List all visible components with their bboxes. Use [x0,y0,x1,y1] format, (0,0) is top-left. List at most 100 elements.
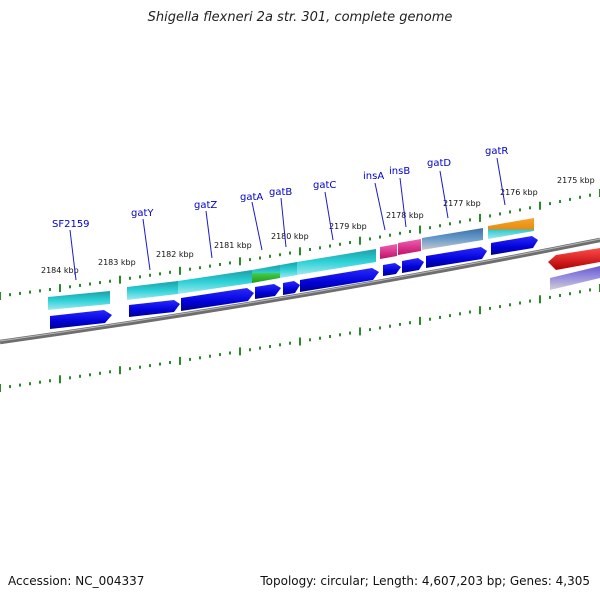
lower-ruler-minor-tick [279,343,281,347]
tick-label-2175: 2175 kbp [557,176,595,185]
lower-ruler-minor-tick [499,305,501,309]
feature-gata[interactable] [252,265,280,283]
cds-arrow-sf2159[interactable] [50,310,112,329]
lower-ruler-minor-tick [579,290,581,294]
feature-sf2159[interactable] [48,291,110,310]
feature-gatc[interactable] [297,249,376,275]
leader-line-insa [374,182,386,231]
lower-ruler-minor-tick [379,326,381,330]
lower-ruler-minor-tick [389,324,391,328]
leader-line-gatc [324,191,334,241]
genome-title: Shigella flexneri 2a str. 301, complete … [147,10,453,25]
lower-ruler-minor-tick [69,376,71,380]
lower-ruler-major-tick [59,375,61,384]
gene-label-gatc[interactable]: gatC [313,180,336,191]
upper-ruler-minor-tick [509,210,511,214]
upper-ruler-minor-tick [429,226,431,230]
upper-ruler-minor-tick [329,244,331,248]
lower-ruler-minor-tick [169,361,171,364]
lower-ruler-minor-tick [19,383,21,387]
gene-label-insb[interactable]: insB [389,166,410,177]
lower-ruler-major-tick [239,347,241,356]
cds-arrow-gatz[interactable] [181,288,254,311]
upper-ruler-minor-tick [219,263,221,266]
lower-ruler-minor-tick [209,354,211,358]
cds-arrow-gatd[interactable] [426,247,487,268]
feature-gatb[interactable] [280,262,297,278]
feature-gaty[interactable] [127,281,178,300]
lower-ruler-minor-tick [189,357,191,361]
lower-ruler-minor-tick [259,346,261,350]
lower-ruler-major-tick [539,295,541,304]
gene-label-gatr[interactable]: gatR [485,146,508,157]
upper-ruler-minor-tick [209,264,211,268]
lower-ruler-minor-tick [29,382,31,386]
lower-ruler-minor-tick [549,295,551,299]
lower-ruler-minor-tick [309,338,311,342]
lower-ruler-major-tick [179,356,181,365]
tick-label-2181: 2181 kbp [214,241,252,250]
tick-label-2182: 2182 kbp [156,250,194,259]
leader-line-gatr [496,157,506,206]
leader-line-gatd [439,170,449,219]
upper-ruler-minor-tick [389,233,391,237]
gene-label-gatz[interactable]: gatZ [194,200,217,211]
reverse-feature-purple[interactable] [550,266,600,290]
upper-ruler-minor-tick [109,279,111,283]
feature-gatr[interactable] [488,218,534,239]
cds-arrow-insa[interactable] [383,263,401,276]
gene-label-gaty[interactable]: gatY [131,208,154,219]
leader-line-gatb [280,197,287,248]
feature-gatz[interactable] [178,270,252,294]
cds-arrow-gatb[interactable] [283,281,300,295]
upper-ruler-minor-tick [409,230,411,233]
upper-ruler-minor-tick [489,214,491,218]
gene-label-insa[interactable]: insA [363,171,384,182]
upper-ruler-minor-tick [139,275,141,279]
upper-ruler-major-tick [0,292,1,300]
feature-insb[interactable] [398,239,421,255]
gene-label-sf2159[interactable]: SF2159 [52,219,90,230]
leader-line-insb [399,177,407,228]
lower-ruler-minor-tick [159,362,161,366]
upper-ruler [0,189,600,300]
cds-arrow-gata[interactable] [255,284,281,299]
lower-ruler-major-tick [119,366,121,375]
cds-arrow-gatc[interactable] [300,268,379,292]
lower-ruler-minor-tick [109,370,111,374]
lower-ruler-minor-tick [99,371,101,375]
cds-arrow-gaty[interactable] [129,300,180,317]
upper-ruler-minor-tick [69,285,71,289]
lower-ruler-minor-tick [569,292,571,296]
upper-ruler-minor-tick [569,197,571,201]
lower-ruler-minor-tick [89,373,91,377]
gene-label-gatb[interactable]: gatB [269,187,292,198]
lower-ruler-minor-tick [589,288,591,292]
cds-arrow-gatr[interactable] [491,236,538,255]
upper-ruler-minor-tick [9,293,11,297]
upper-ruler-minor-tick [49,288,51,291]
gene-label-gata[interactable]: gatA [240,192,263,203]
cds-track [50,236,538,329]
upper-ruler-major-tick [419,225,421,234]
upper-ruler-minor-tick [369,237,371,241]
gene-label-gatd[interactable]: gatD [427,158,451,169]
upper-ruler-minor-tick [129,276,131,280]
upper-ruler-minor-tick [289,251,291,255]
lower-ruler-minor-tick [229,351,231,355]
feature-insa[interactable] [380,244,397,259]
upper-ruler-major-tick [179,266,181,275]
upper-ruler-major-tick [119,275,121,284]
lower-ruler-minor-tick [319,336,321,340]
upper-ruler-minor-tick [229,261,231,265]
leader-line-sf2159 [69,229,77,281]
reverse-feature-red[interactable] [548,248,600,270]
cds-arrow-insb[interactable] [402,258,424,273]
feature-gatd[interactable] [422,228,483,250]
upper-ruler-minor-tick [89,282,91,286]
upper-ruler-minor-tick [339,242,341,246]
gene-labels: SF2159 gatY gatZ gatA gatB gatC insA ins… [52,146,508,281]
upper-ruler-minor-tick [399,231,401,235]
leader-line-gata [251,201,263,251]
